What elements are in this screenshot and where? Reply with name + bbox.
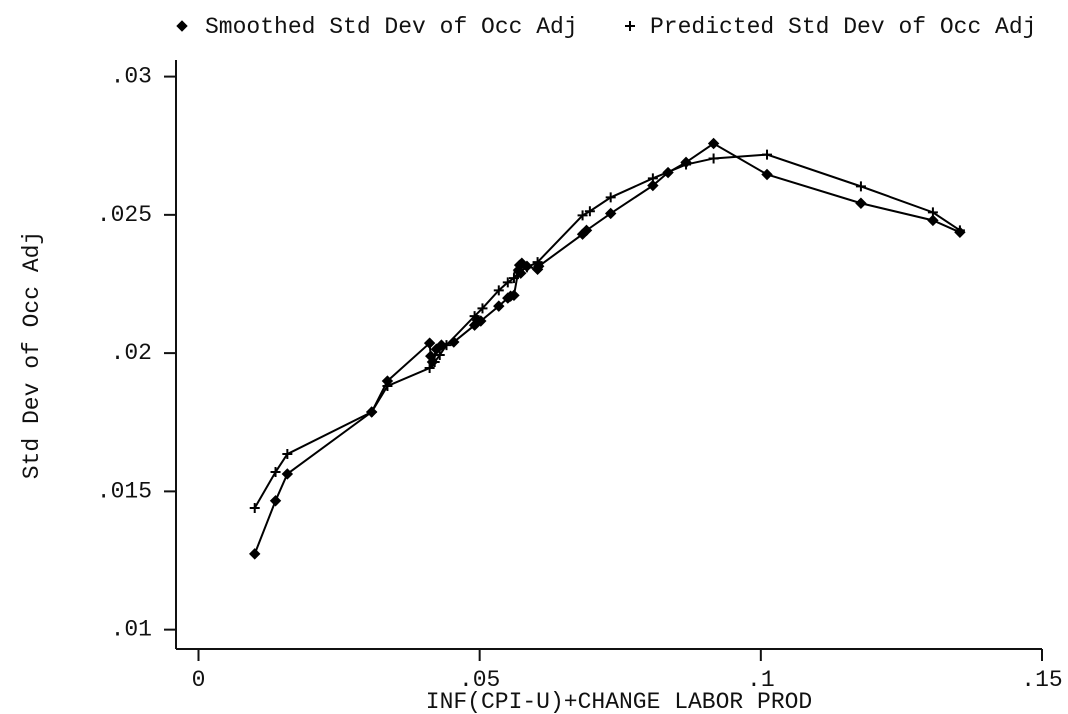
data-point [927,207,938,218]
data-point [508,273,519,284]
data-point [708,153,719,164]
data-point [269,495,282,507]
data-point [647,173,658,184]
data-point [493,300,505,312]
data-point [434,350,445,361]
data-point [441,340,452,351]
data-point [681,159,692,170]
data-point [249,548,261,560]
data-point [493,285,504,296]
data-point [429,356,440,367]
x-tick-label: .05 [459,667,500,693]
data-point [270,467,281,478]
legend-marker [625,21,635,31]
series-line [253,142,961,555]
data-point [477,303,488,314]
data-point [647,179,659,192]
data-point [282,449,293,460]
x-tick-label: .15 [1021,667,1062,693]
data-point [502,277,513,288]
data-point [521,262,532,273]
data-point [584,206,595,217]
data-point [508,289,520,302]
data-point [927,214,939,227]
data-point [281,468,294,480]
data-point [424,363,435,374]
y-tick-label: .02 [111,340,152,366]
legend-marker [176,20,188,32]
y-tick-label: .015 [97,478,152,504]
y-tick-label: .025 [97,202,152,228]
series-line [253,153,961,509]
data-point [762,149,773,160]
data-point [604,207,617,220]
x-tick-label: 0 [192,667,206,693]
y-tick-label: .03 [111,64,152,90]
data-point [513,267,524,278]
y-tick-label: .01 [111,617,152,643]
legend-label: Predicted Std Dev of Occ Adj [650,14,1036,40]
data-point [249,502,260,513]
data-point [382,381,393,392]
data-point [954,225,965,236]
data-point [855,197,867,209]
x-tick-label: .1 [747,667,775,693]
data-point [533,260,545,272]
data-point [580,224,593,237]
data-point [532,257,543,268]
data-point [707,137,720,150]
data-point [761,168,773,181]
legend-label: Smoothed Std Dev of Occ Adj [205,14,578,40]
data-point [577,210,588,221]
data-point [423,337,436,349]
data-point [855,181,866,192]
data-point [469,311,480,322]
y-axis-title: Std Dev of Occ Adj [19,231,45,479]
data-point [605,192,616,203]
data-point [475,315,487,327]
data-point [366,407,377,418]
x-axis-title: INF(CPI-U)+CHANGE LABOR PROD [426,689,812,714]
